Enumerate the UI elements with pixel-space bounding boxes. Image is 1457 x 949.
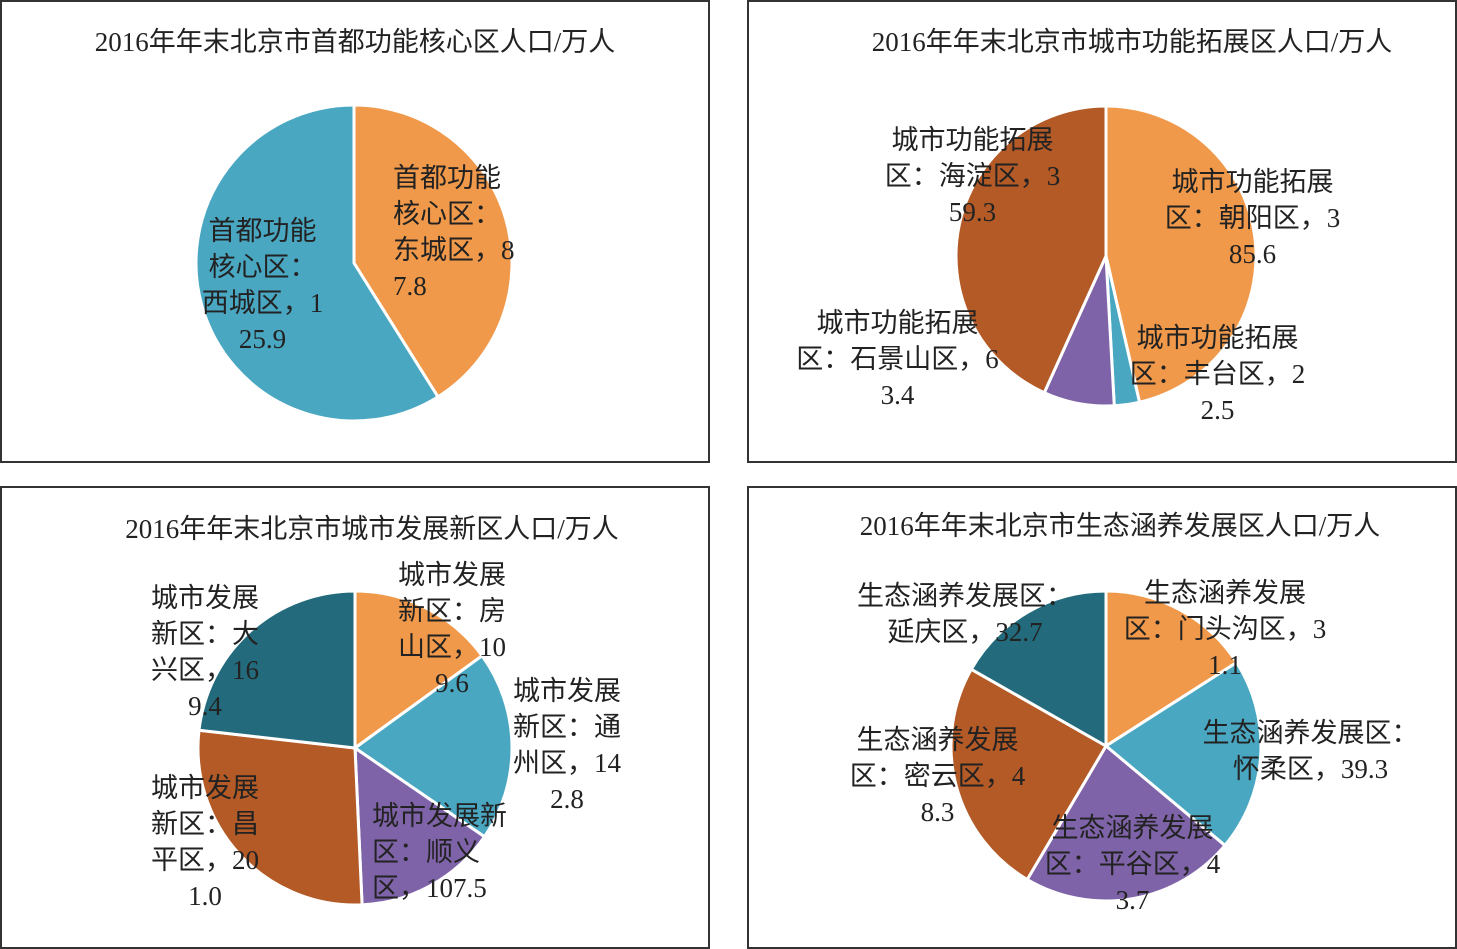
data-label: 城市发展新区：大兴区，169.4 — [151, 583, 259, 721]
chart-title: 2016年年末北京市生态涵养发展区人口/万人 — [859, 511, 1381, 541]
pie-slice — [353, 746, 487, 907]
data-label: 生态涵养发展区：平谷区，43.7 — [1044, 813, 1221, 915]
data-label: 城市功能拓展区：丰台区，22.5 — [1129, 323, 1306, 425]
pie-slice — [954, 104, 1108, 395]
pie-slice — [1104, 660, 1263, 847]
pie-slice — [1025, 744, 1227, 903]
data-label: 首都功能核心区：西城区，125.9 — [201, 216, 324, 354]
data-label: 生态涵养发展区：门头沟区，31.1 — [1123, 578, 1327, 680]
pie-slice — [197, 589, 357, 750]
pie-slice — [194, 103, 440, 423]
chart-title: 2016年年末北京市首都功能核心区人口/万人 — [94, 27, 616, 57]
data-label: 城市功能拓展区：石景山区，63.4 — [796, 308, 999, 410]
pie-slice — [1104, 104, 1258, 404]
pie-slice — [353, 589, 484, 750]
chart-title: 2016年年末北京市城市发展新区人口/万人 — [125, 514, 619, 544]
data-label: 城市发展新区：昌平区，201.0 — [151, 773, 259, 911]
pie-slice — [949, 667, 1108, 881]
data-label: 首都功能核心区：东城区，87.8 — [393, 163, 515, 301]
chart-title: 2016年年末北京市城市功能拓展区人口/万人 — [871, 27, 1393, 57]
data-label: 生态涵养发展区：延庆区，32.7 — [857, 581, 1073, 647]
pie-slice — [196, 728, 364, 907]
data-label: 城市功能拓展区：海淀区，359.3 — [884, 125, 1061, 227]
data-label: 城市发展新区：房山区，109.6 — [398, 560, 506, 698]
data-label: 城市功能拓展区：朝阳区，385.6 — [1164, 167, 1341, 269]
data-label: 生态涵养发展区：密云区，48.3 — [849, 725, 1026, 827]
data-label: 城市发展新区：顺义区，107.5 — [372, 801, 507, 903]
data-label: 城市发展新区：通州区，142.8 — [513, 676, 621, 814]
pie-slice — [1104, 589, 1239, 748]
data-label: 生态涵养发展区：怀柔区，39.3 — [1202, 718, 1419, 784]
pie-slice — [969, 589, 1108, 748]
pie-slice — [353, 654, 514, 839]
